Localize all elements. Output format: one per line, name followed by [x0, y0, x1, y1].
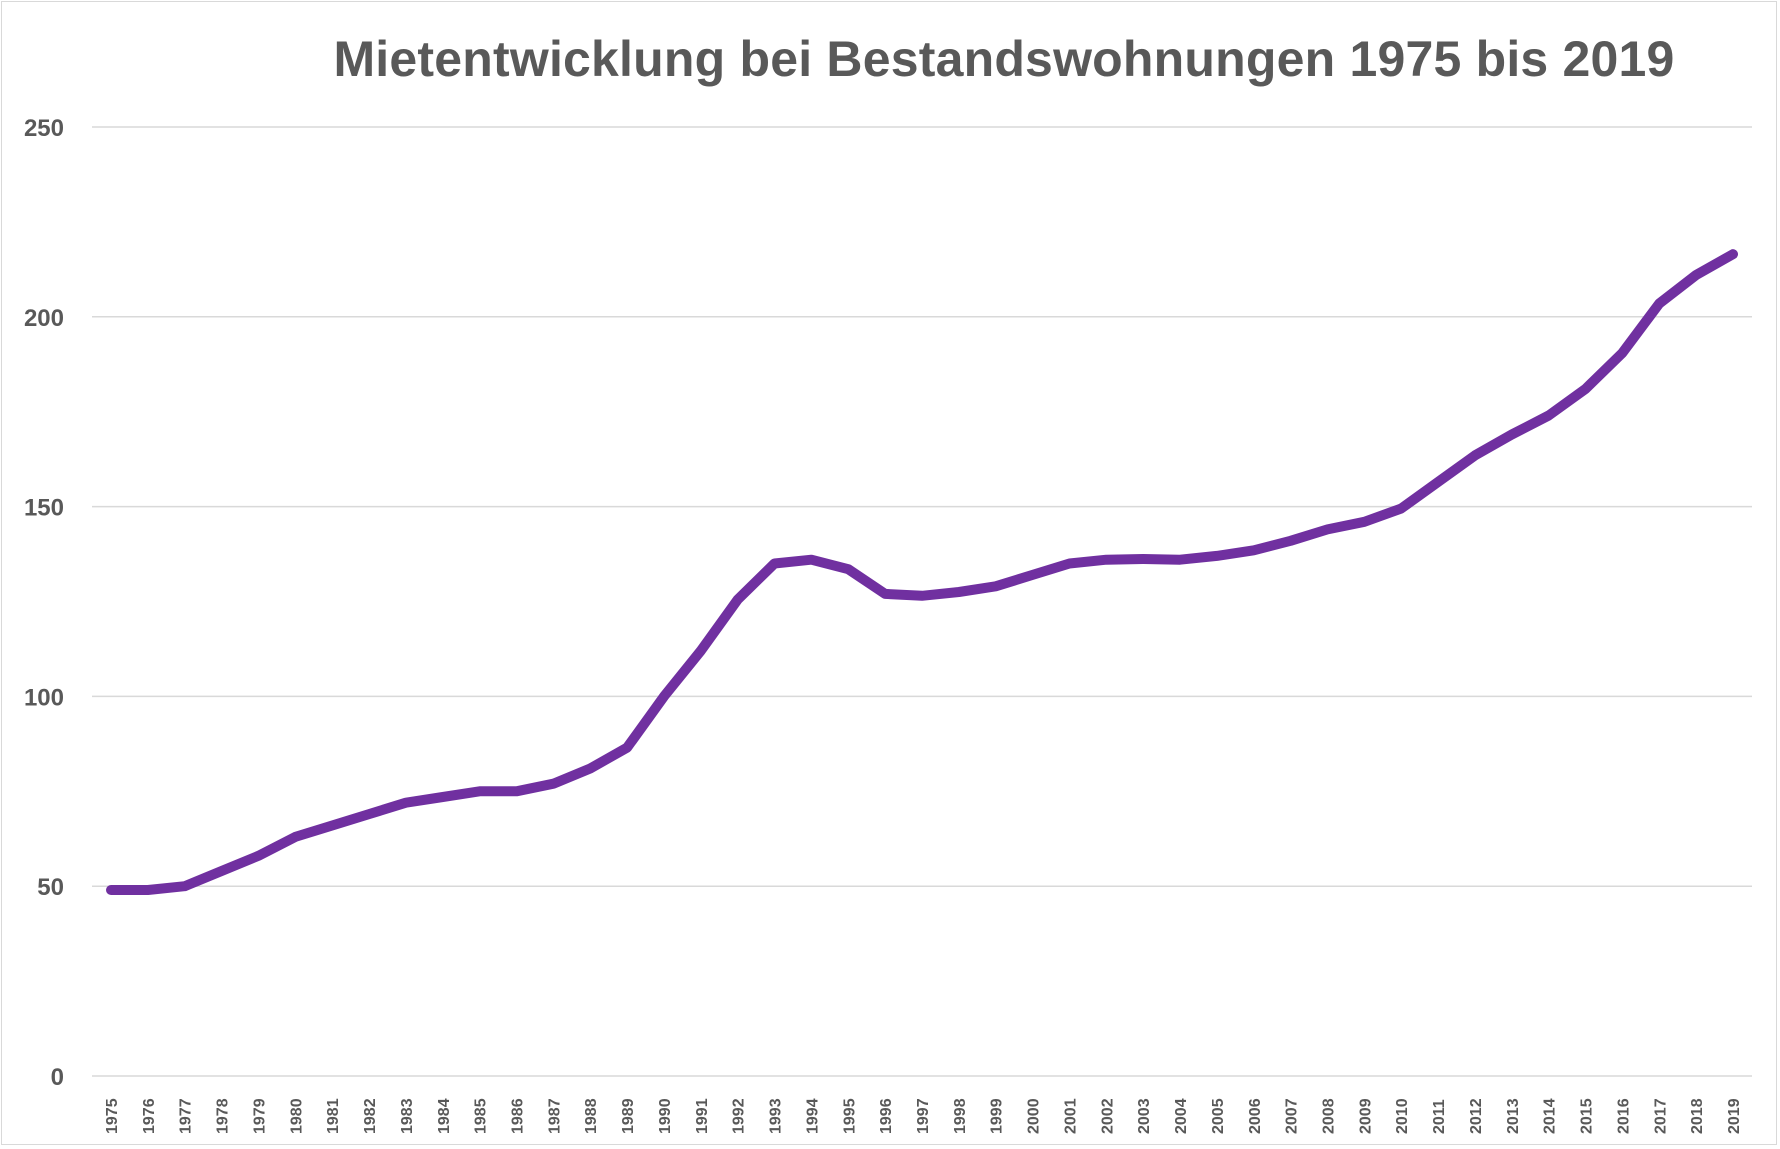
x-tick-label: 2007: [1284, 1098, 1301, 1134]
gridlines: [92, 126, 1752, 1077]
x-tick-label: 1999: [989, 1098, 1006, 1134]
x-tick-label: 2004: [1173, 1098, 1190, 1134]
x-tick-label: 1982: [362, 1098, 379, 1134]
x-tick-label: 2012: [1468, 1098, 1485, 1134]
x-tick-label: 1989: [620, 1098, 637, 1134]
x-tick-label: 2005: [1210, 1098, 1227, 1134]
x-tick-label: 1987: [546, 1098, 563, 1134]
x-tick-label: 1986: [510, 1098, 527, 1134]
chart-title: Mietentwicklung bei Bestandswohnungen 19…: [333, 31, 1675, 87]
series-group: [106, 249, 1738, 895]
x-tick-label: 1976: [141, 1098, 158, 1134]
y-tick-label: 50: [37, 874, 64, 901]
x-tick-label: 2019: [1726, 1098, 1743, 1134]
x-tick-label: 2017: [1652, 1098, 1669, 1134]
x-tick-label: 2016: [1615, 1098, 1632, 1134]
x-tick-label: 1977: [178, 1098, 195, 1134]
x-tick-label: 1994: [804, 1098, 821, 1134]
x-tick-label: 1979: [251, 1098, 268, 1134]
y-tick-label: 100: [24, 684, 64, 711]
y-tick-label: 250: [24, 115, 64, 142]
x-tick-label: 1978: [215, 1098, 232, 1134]
x-tick-label: 1983: [399, 1098, 416, 1134]
x-tick-label: 2010: [1394, 1098, 1411, 1134]
x-axis-ticks: 1975 1976 1977 1978 1979 1980 1981 1982 1983 1984…: [104, 1098, 1743, 1134]
x-tick-label: 1990: [657, 1098, 674, 1134]
x-tick-label: 1980: [288, 1098, 305, 1134]
x-tick-label: 1992: [731, 1098, 748, 1134]
x-tick-label: 2000: [1026, 1098, 1043, 1134]
x-tick-label: 2008: [1321, 1098, 1338, 1134]
y-axis-ticks: 0 50 100 150 200 250: [24, 115, 64, 1091]
y-tick-label: 0: [51, 1064, 64, 1091]
x-tick-label: 2014: [1542, 1098, 1559, 1134]
x-tick-label: 2013: [1505, 1098, 1522, 1134]
x-tick-label: 2001: [1062, 1098, 1079, 1134]
x-tick-label: 1996: [878, 1098, 895, 1134]
x-tick-label: 1981: [325, 1098, 342, 1134]
y-tick-label: 200: [24, 305, 64, 332]
series-line: [106, 249, 1738, 895]
x-tick-label: 1984: [436, 1098, 453, 1134]
x-tick-label: 2015: [1579, 1098, 1596, 1134]
x-tick-label: 2006: [1247, 1098, 1264, 1134]
x-tick-label: 1993: [768, 1098, 785, 1134]
y-tick-label: 150: [24, 495, 64, 522]
x-tick-label: 1975: [104, 1098, 121, 1134]
x-tick-label: 2011: [1431, 1099, 1448, 1134]
x-tick-label: 1985: [473, 1098, 490, 1134]
x-tick-label: 2009: [1357, 1098, 1374, 1134]
x-tick-label: 2003: [1136, 1098, 1153, 1134]
x-tick-label: 1998: [952, 1098, 969, 1134]
x-tick-label: 2002: [1099, 1098, 1116, 1134]
x-tick-label: 1997: [915, 1098, 932, 1134]
x-tick-label: 1988: [583, 1098, 600, 1134]
x-tick-label: 1991: [694, 1098, 711, 1134]
x-tick-label: 2018: [1689, 1098, 1706, 1134]
x-tick-label: 1995: [841, 1098, 858, 1134]
